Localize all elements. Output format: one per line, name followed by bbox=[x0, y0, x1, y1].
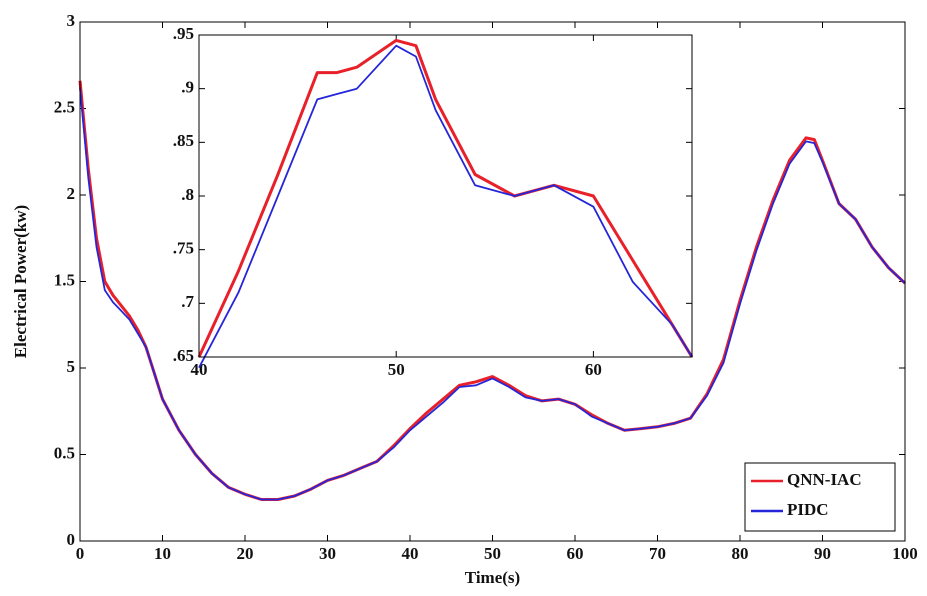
legend-label: QNN-IAC bbox=[787, 470, 862, 489]
x-tick-label: 40 bbox=[191, 360, 208, 379]
series-line bbox=[79, 87, 906, 501]
y-axis-label: Electrical Power(kw) bbox=[11, 205, 30, 358]
series-line bbox=[197, 38, 694, 358]
y-tick-label: .8 bbox=[181, 185, 194, 204]
x-tick-label: 10 bbox=[154, 544, 171, 563]
x-tick-label: 60 bbox=[567, 544, 584, 563]
x-tick-label: 60 bbox=[585, 360, 602, 379]
y-tick-label: 3 bbox=[67, 11, 76, 30]
y-tick-label: 2 bbox=[67, 184, 76, 203]
x-axis-label: Time(s) bbox=[465, 568, 520, 587]
y-tick-label: 0.5 bbox=[54, 443, 75, 462]
x-tick-label: 80 bbox=[732, 544, 749, 563]
plot-frame bbox=[79, 21, 906, 542]
x-tick-label: 100 bbox=[892, 544, 918, 563]
y-tick-label: 0 bbox=[67, 530, 76, 549]
x-tick-label: 40 bbox=[402, 544, 419, 563]
plot-frame bbox=[198, 34, 693, 358]
y-tick-label: .75 bbox=[173, 239, 194, 258]
y-tick-label: 2.5 bbox=[54, 97, 75, 116]
plot-area bbox=[199, 35, 692, 357]
x-tick-label: 20 bbox=[237, 544, 254, 563]
x-tick-label: 0 bbox=[76, 544, 85, 563]
legend-box bbox=[744, 462, 896, 532]
y-tick-label: 1.5 bbox=[54, 270, 75, 289]
y-tick-label: .65 bbox=[173, 346, 194, 365]
y-tick-label: 5 bbox=[67, 357, 76, 376]
x-tick-label: 30 bbox=[319, 544, 336, 563]
y-tick-label: .95 bbox=[173, 24, 194, 43]
x-tick-label: 50 bbox=[484, 544, 501, 563]
y-tick-label: .7 bbox=[181, 292, 194, 311]
x-tick-label: 50 bbox=[388, 360, 405, 379]
x-tick-label: 70 bbox=[649, 544, 666, 563]
y-tick-label: .9 bbox=[181, 78, 194, 97]
y-tick-label: .85 bbox=[173, 131, 194, 150]
legend-label: PIDC bbox=[787, 500, 829, 519]
series-line bbox=[198, 44, 693, 369]
x-tick-label: 90 bbox=[814, 544, 831, 563]
